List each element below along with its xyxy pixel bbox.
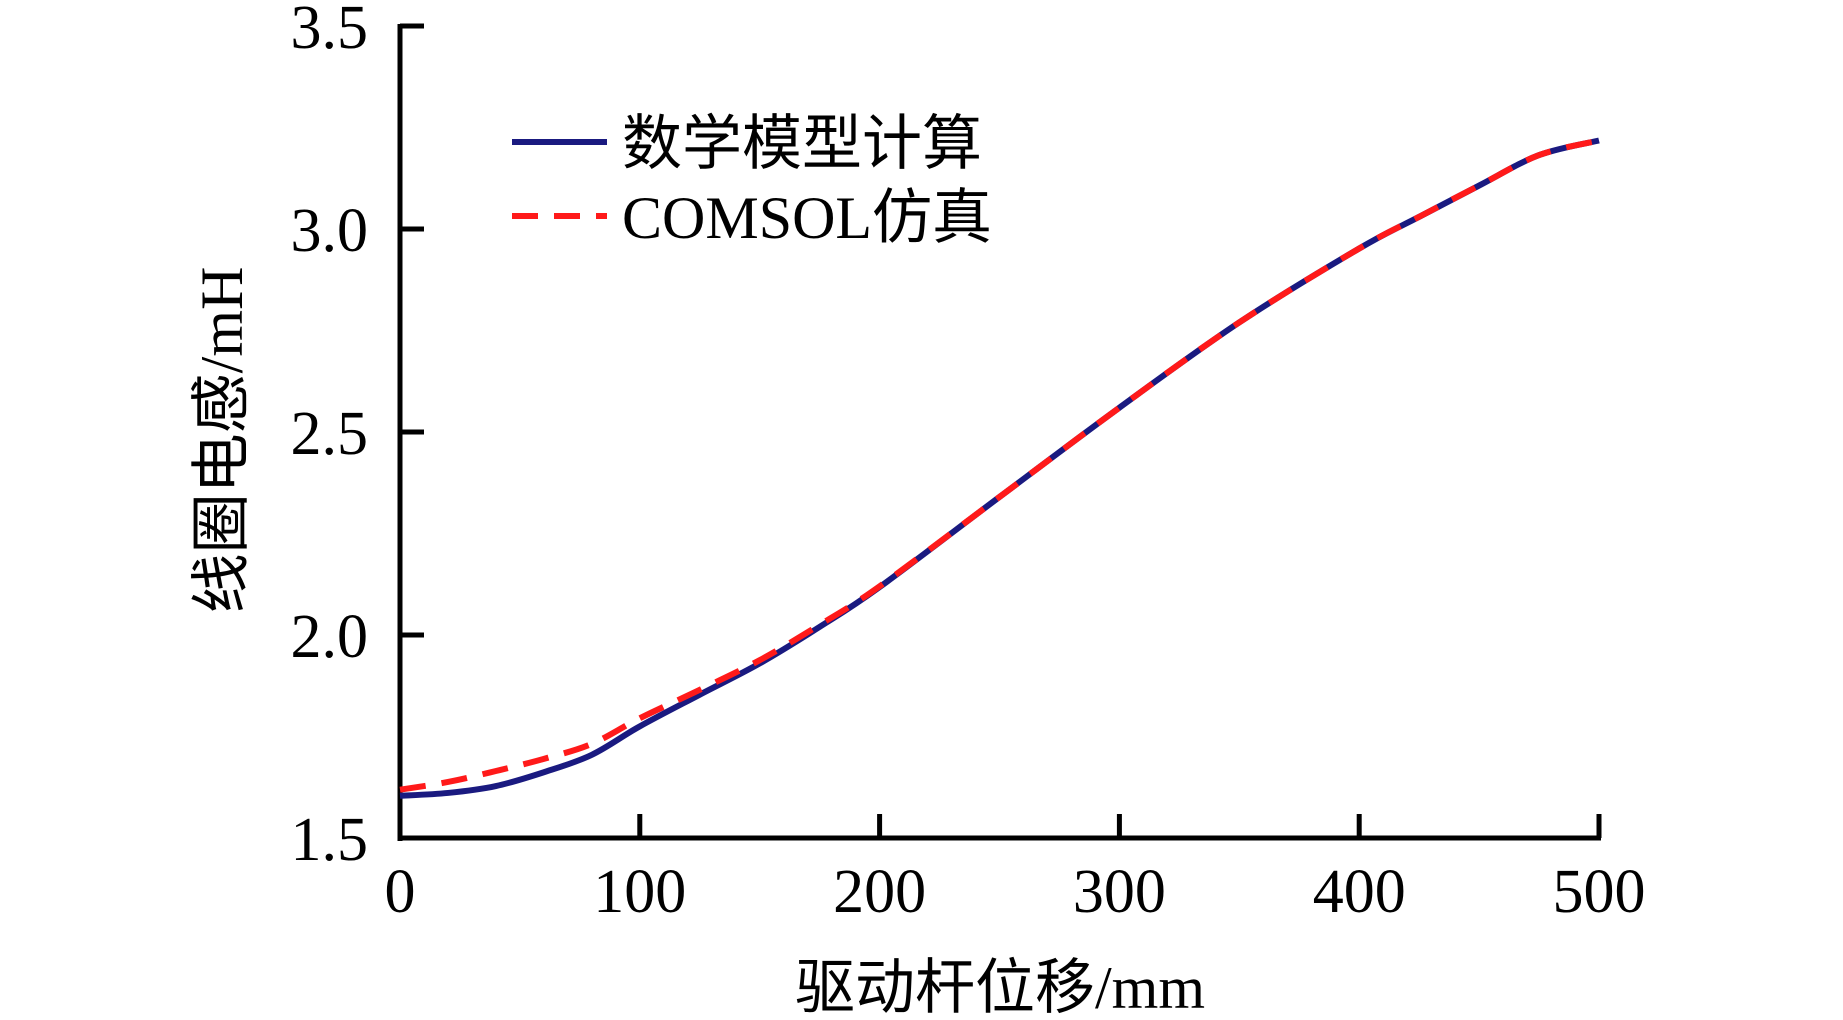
y-tick-label: 2.5 (291, 400, 369, 468)
legend-label-math-model: 数学模型计算 (622, 111, 982, 177)
x-tick-label: 200 (833, 858, 926, 926)
x-tick-label: 0 (385, 858, 416, 926)
series-line-comsol (399, 137, 1600, 793)
x-tick-label: 300 (1073, 858, 1166, 926)
legend-label-comsol: COMSOL仿真 (622, 185, 992, 251)
x-axis-title: 驱动杆位移/mm (795, 955, 1205, 1020)
x-tick-label: 100 (593, 858, 686, 926)
x-tick-label: 500 (1553, 858, 1646, 926)
x-tick-label: 400 (1313, 858, 1406, 926)
ticks: 0 100 200 300 400 500 1.5 2.0 2.5 3.0 3.5 (291, 0, 1646, 926)
legend: 数学模型计算 COMSOL仿真 (512, 111, 992, 251)
y-tick-label: 2.0 (291, 603, 369, 671)
y-tick-label: 3.5 (291, 0, 369, 62)
y-tick-label: 1.5 (291, 806, 369, 874)
series-line-math-model (399, 137, 1600, 799)
axes (397, 24, 1601, 841)
y-axis-title: 线圈电感/mH (189, 267, 255, 614)
y-tick-label: 3.0 (291, 197, 369, 265)
series-group (399, 137, 1600, 799)
